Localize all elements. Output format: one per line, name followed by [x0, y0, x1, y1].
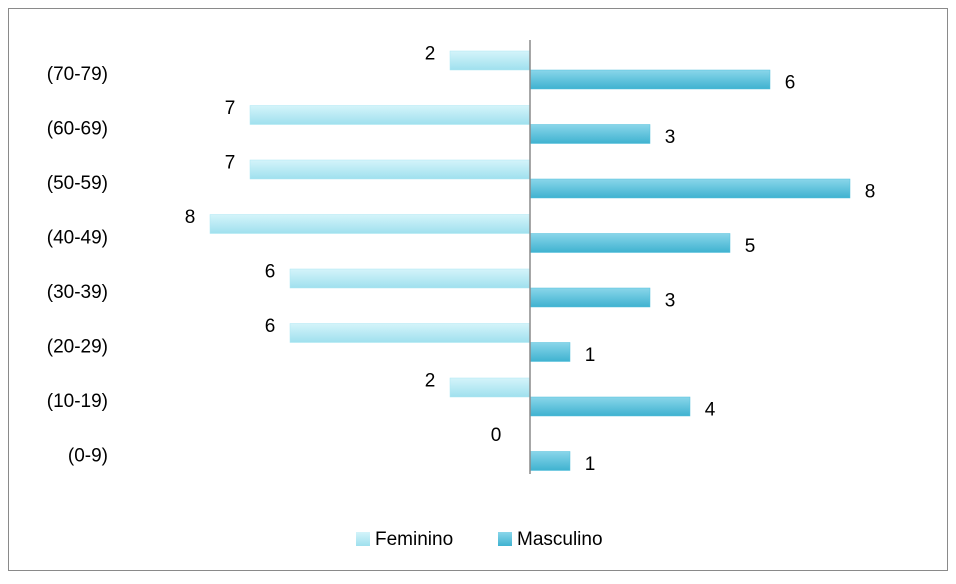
data-label: 6 [265, 262, 276, 283]
data-label: 8 [865, 182, 876, 203]
data-label: 3 [665, 291, 676, 312]
bar [529, 342, 571, 362]
y-tick-label: (70-79) [47, 64, 108, 85]
bar [249, 105, 531, 125]
data-label: 8 [185, 207, 196, 228]
chart-frame [8, 8, 948, 571]
data-label: 2 [425, 44, 436, 65]
bar [529, 233, 731, 253]
legend-label: Masculino [517, 529, 603, 550]
y-tick-label: (40-49) [47, 228, 108, 249]
data-label: 1 [585, 454, 596, 475]
bar [289, 323, 531, 343]
data-label: 0 [491, 425, 502, 446]
data-label: 7 [225, 153, 236, 174]
bar [449, 50, 531, 71]
y-tick-label: (0-9) [68, 446, 108, 467]
bar [209, 214, 531, 234]
data-label: 1 [585, 345, 596, 366]
y-tick-label: (20-29) [47, 337, 108, 358]
legend-swatch [498, 532, 512, 546]
data-label: 6 [265, 316, 276, 337]
bar [449, 377, 531, 398]
data-label: 4 [705, 400, 716, 421]
bar [529, 69, 771, 90]
bar [289, 268, 531, 289]
data-label: 7 [225, 98, 236, 119]
bar [529, 451, 571, 471]
data-label: 2 [425, 371, 436, 392]
bar [529, 396, 691, 417]
bar [249, 159, 531, 180]
data-label: 3 [665, 127, 676, 148]
y-tick-label: (50-59) [47, 173, 108, 194]
legend-label: Feminino [375, 529, 453, 550]
data-label: 6 [785, 73, 796, 94]
y-tick-label: (30-39) [47, 282, 108, 303]
y-tick-label: (60-69) [47, 119, 108, 140]
legend-swatch [356, 532, 370, 546]
bar [529, 178, 851, 199]
bar [529, 287, 651, 308]
bar [529, 124, 651, 144]
data-label: 5 [745, 236, 756, 257]
y-tick-label: (10-19) [47, 391, 108, 412]
